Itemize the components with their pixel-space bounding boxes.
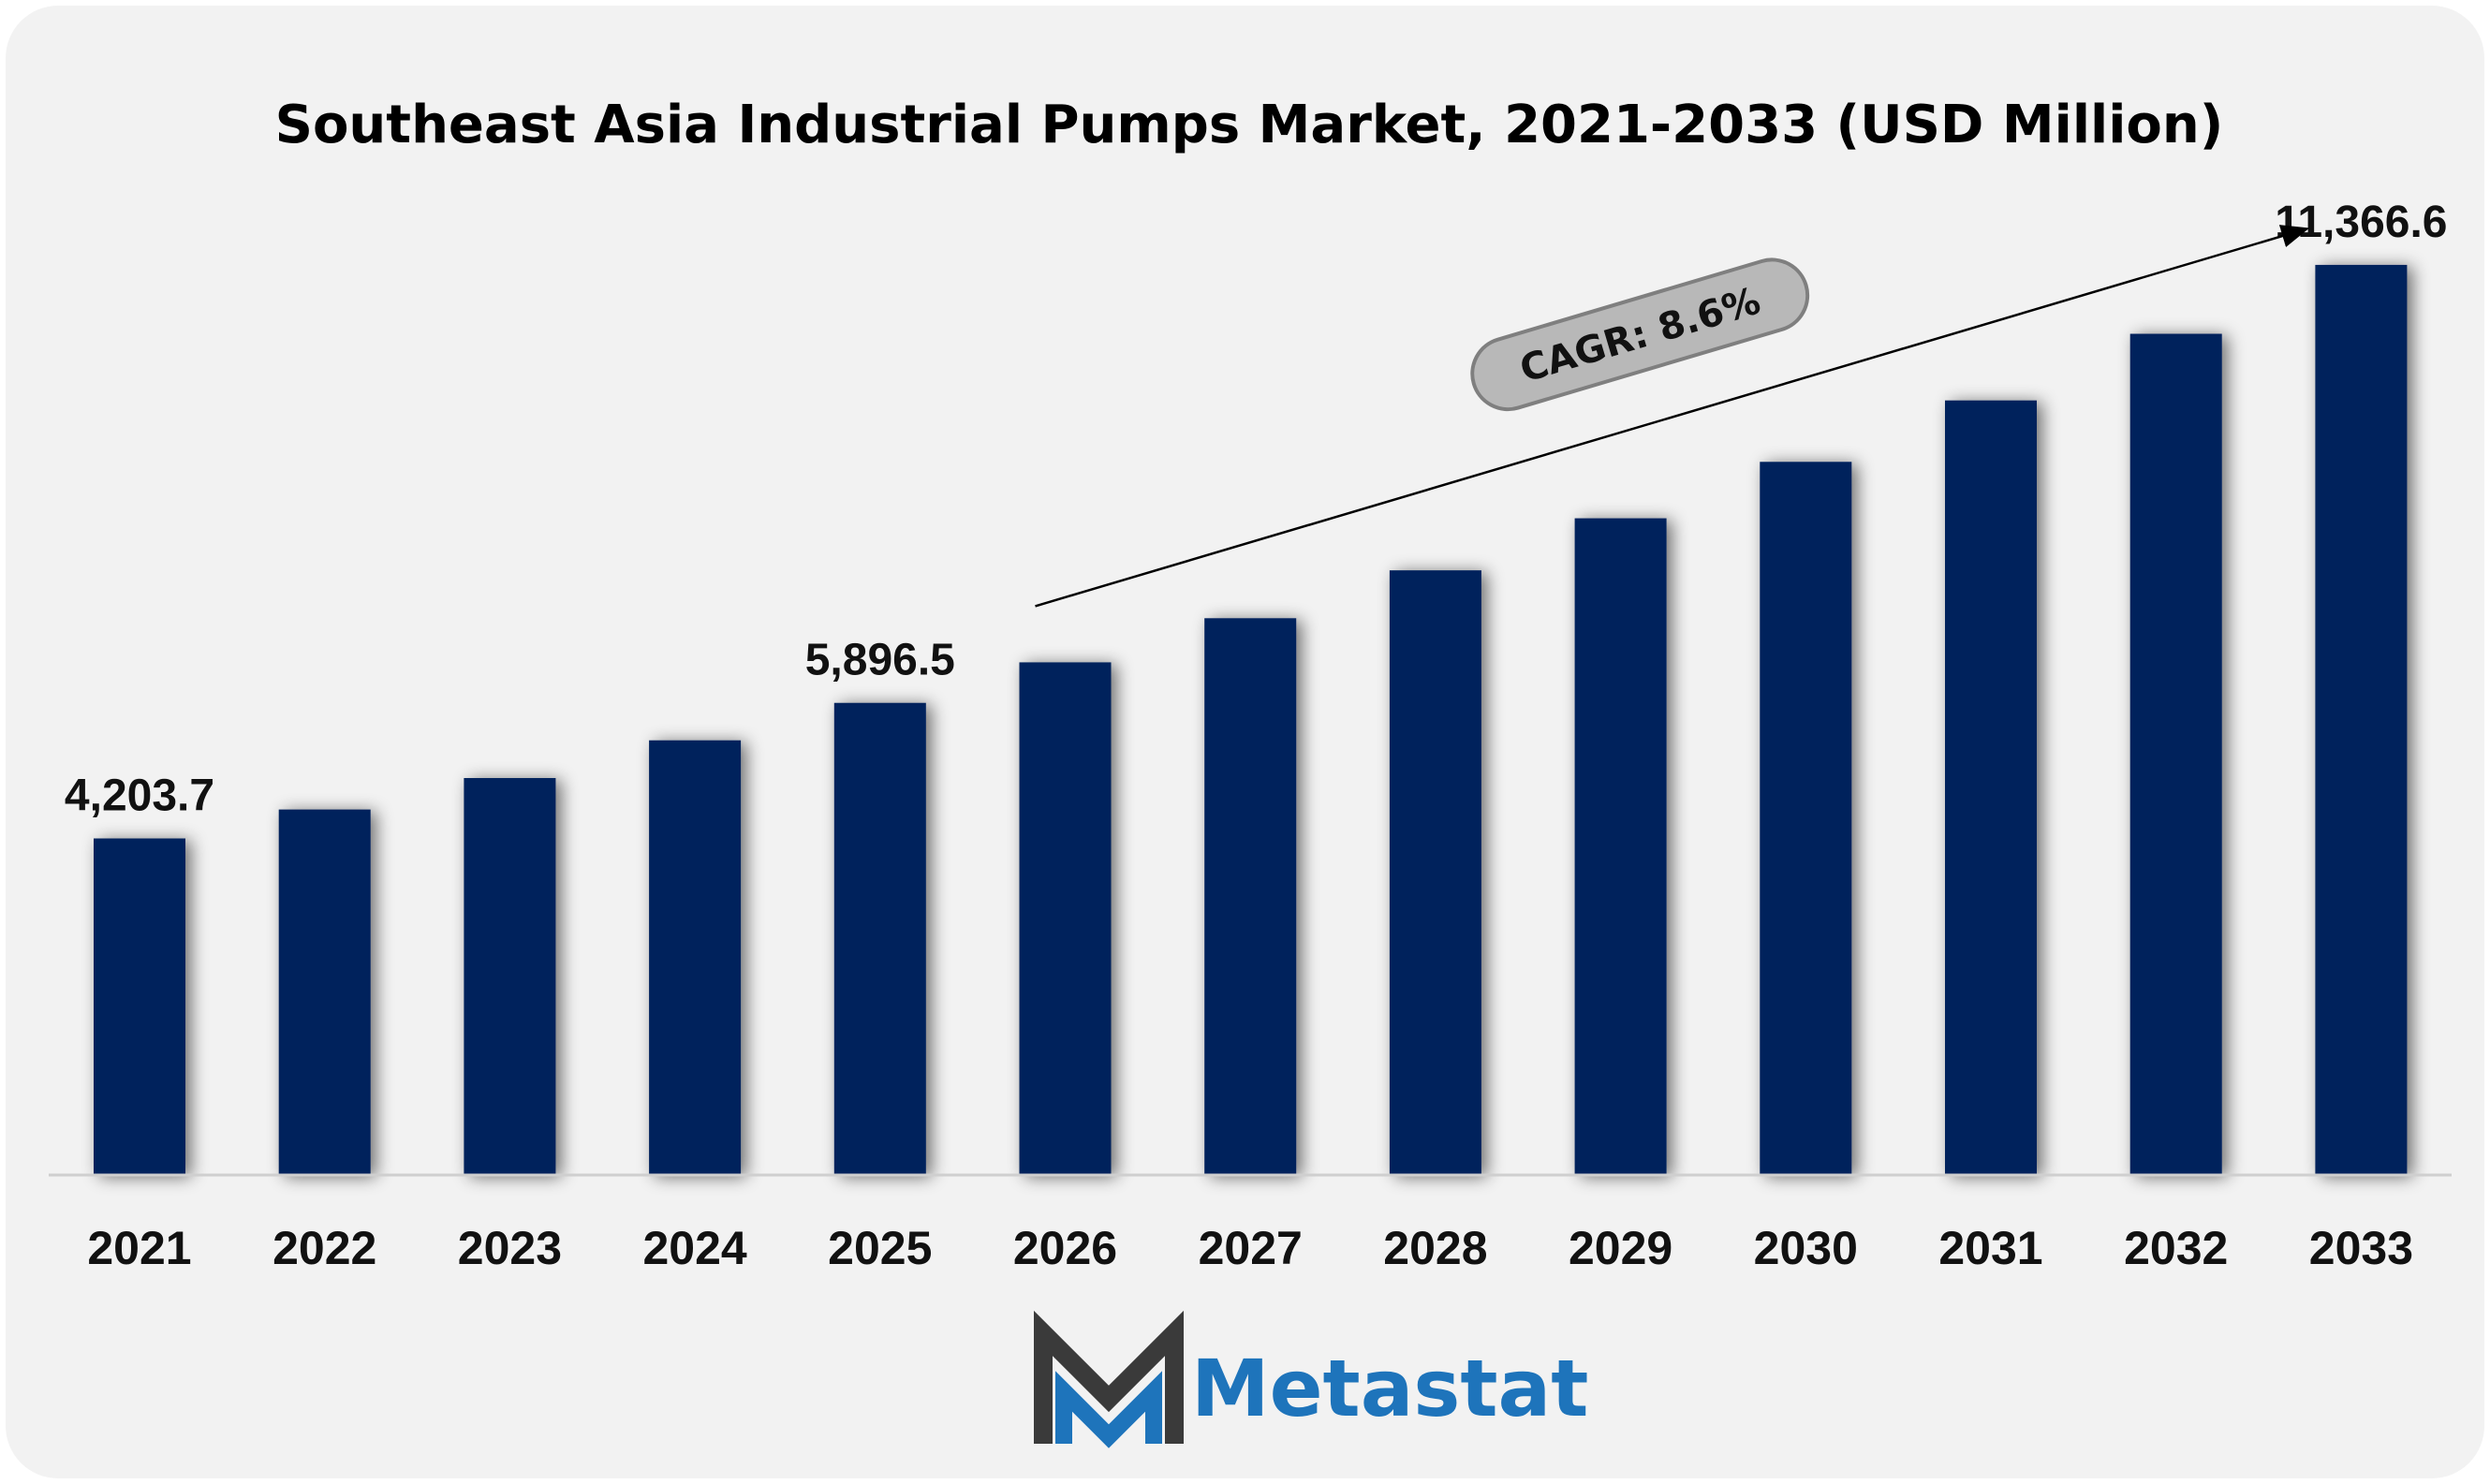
x-tick-label-2033: 2033: [2309, 1222, 2413, 1274]
x-tick-label-2029: 2029: [1569, 1222, 1672, 1274]
x-tick-label-2027: 2027: [1199, 1222, 1303, 1274]
cagr-arrow: [1035, 225, 2310, 608]
bar-2023: [464, 777, 556, 1175]
x-tick-label-2024: 2024: [642, 1222, 746, 1274]
x-tick-label-2031: 2031: [1938, 1222, 2042, 1274]
bar-2029: [1574, 518, 1667, 1175]
metastat-logo-text: Metastat: [1191, 1343, 1588, 1434]
chart-card: Southeast Asia Industrial Pumps Market, …: [6, 6, 2484, 1478]
bar-2027: [1204, 618, 1297, 1175]
cagr-badge: CAGR: 8.6%: [1470, 257, 1810, 412]
data-label-2033: 11,366.6: [2275, 198, 2447, 247]
data-label-2021: 4,203.7: [65, 771, 214, 820]
bar-2033: [2315, 264, 2408, 1176]
data-labels: 4,203.7 5,896.5 11,366.6: [65, 198, 2448, 821]
data-label-2025: 5,896.5: [805, 636, 955, 685]
bar-2024: [649, 740, 742, 1175]
x-tick-label-2030: 2030: [1754, 1222, 1858, 1274]
bar-2031: [1945, 400, 2037, 1175]
chart: Southeast Asia Industrial Pumps Market, …: [49, 95, 2452, 1448]
bar-2028: [1389, 570, 1481, 1175]
bars-group: [94, 264, 2408, 1176]
bar-2032: [2129, 333, 2222, 1176]
x-tick-label-2028: 2028: [1383, 1222, 1487, 1274]
chart-title: Southeast Asia Industrial Pumps Market, …: [275, 95, 2224, 155]
metastat-logo-mark: [1034, 1310, 1184, 1448]
x-tick-label-2021: 2021: [87, 1222, 191, 1274]
x-tick-label-2023: 2023: [458, 1222, 562, 1274]
x-tick-label-2022: 2022: [273, 1222, 376, 1274]
bar-2022: [278, 809, 371, 1175]
x-tick-labels: 2021 2022 2023 2024 2025 2026 2027 2028 2029 2030…: [87, 1222, 2413, 1274]
cagr-annotation: CAGR: 8.6%: [1035, 225, 2310, 608]
bar-2025: [833, 702, 926, 1175]
metastat-logo: Metastat: [1034, 1310, 1588, 1448]
x-tick-label-2032: 2032: [2124, 1222, 2228, 1274]
cagr-pill: [1470, 257, 1810, 412]
x-tick-label-2026: 2026: [1013, 1222, 1117, 1274]
bar-2021: [94, 838, 185, 1175]
bar-2026: [1019, 662, 1112, 1175]
x-tick-label-2025: 2025: [828, 1222, 932, 1274]
bar-2030: [1760, 462, 1852, 1176]
